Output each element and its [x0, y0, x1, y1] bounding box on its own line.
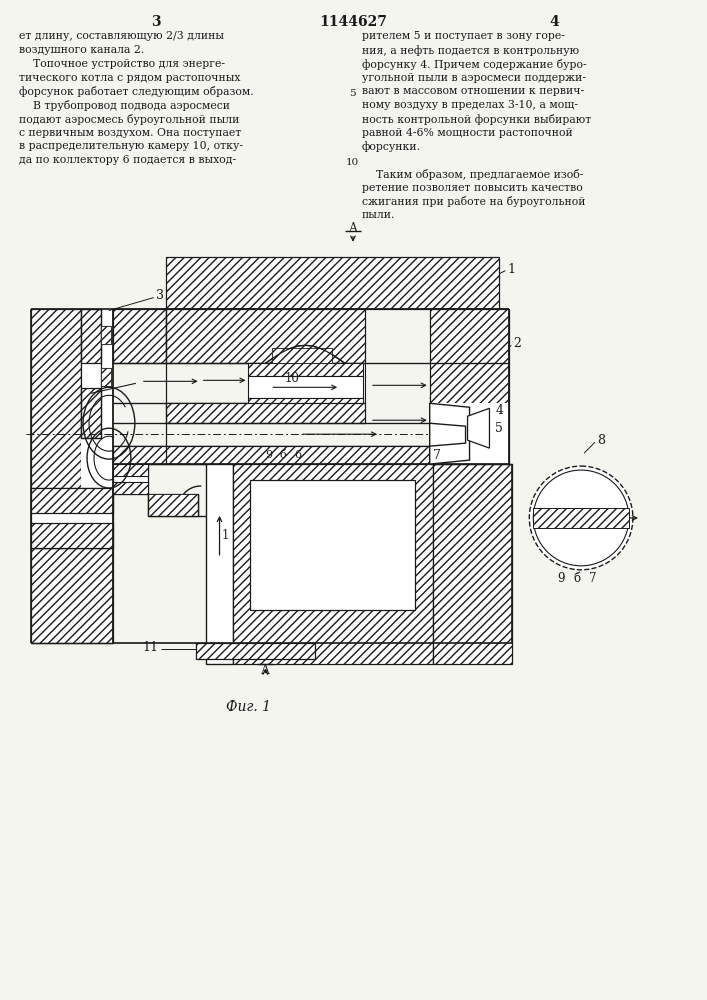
Bar	[113, 309, 165, 363]
Text: рителем 5 и поступает в зону горе-: рителем 5 и поступает в зону горе-	[362, 31, 565, 41]
Text: 10: 10	[346, 158, 358, 167]
Bar	[248, 363, 363, 376]
Bar	[31, 488, 113, 513]
Text: 5: 5	[496, 422, 503, 435]
Bar	[196, 643, 315, 659]
Text: ет длину, составляющую 2/3 длины: ет длину, составляющую 2/3 длины	[19, 31, 224, 41]
Text: форсунок работает следующим образом.: форсунок работает следующим образом.	[19, 86, 254, 97]
Text: В трубопровод подвода аэросмеси: В трубопровод подвода аэросмеси	[19, 100, 230, 111]
Bar	[272, 348, 332, 363]
Bar	[101, 326, 111, 344]
Bar	[31, 523, 113, 548]
Text: форсунки.: форсунки.	[362, 141, 421, 152]
Polygon shape	[467, 408, 489, 448]
Text: вают в массовом отношении к первич-: вают в массовом отношении к первич-	[362, 86, 584, 96]
Text: Топочное устройство для энерге-: Топочное устройство для энерге-	[19, 59, 226, 69]
Polygon shape	[430, 403, 469, 464]
Bar	[433, 464, 513, 664]
Bar	[113, 464, 148, 494]
Text: сжигания при работе на буроугольной: сжигания при работе на буроугольной	[362, 196, 585, 207]
Text: 3: 3	[156, 289, 164, 302]
Circle shape	[533, 470, 629, 566]
Text: угольной пыли в аэросмеси поддержи-: угольной пыли в аэросмеси поддержи-	[362, 73, 586, 83]
Bar	[148, 494, 198, 516]
Text: 10: 10	[284, 372, 299, 385]
Bar	[165, 403, 365, 423]
Text: воздушного канала 2.: воздушного канала 2.	[19, 45, 144, 55]
Text: 5: 5	[349, 89, 356, 98]
Text: форсунку 4. Причем содержание буро-: форсунку 4. Причем содержание буро-	[362, 59, 587, 70]
Circle shape	[530, 466, 633, 570]
Text: равной 4-6% мощности растопочной: равной 4-6% мощности растопочной	[362, 128, 573, 138]
Bar	[81, 309, 113, 548]
Text: 1: 1	[221, 529, 229, 542]
Text: 2: 2	[513, 337, 521, 350]
Bar	[31, 488, 113, 548]
Polygon shape	[430, 423, 465, 446]
Text: б: б	[280, 450, 286, 460]
Text: ному воздуху в пределах 3-10, а мощ-: ному воздуху в пределах 3-10, а мощ-	[362, 100, 578, 110]
Bar	[113, 482, 148, 494]
Text: подают аэросмесь буроугольной пыли: подают аэросмесь буроугольной пыли	[19, 114, 240, 125]
Bar	[248, 398, 363, 408]
Text: тического котла с рядом растопочных: тического котла с рядом растопочных	[19, 73, 241, 83]
Text: 6: 6	[295, 450, 302, 460]
Text: ность контрольной форсунки выбирают: ность контрольной форсунки выбирают	[362, 114, 591, 125]
Bar	[113, 446, 430, 464]
Text: пыли.: пыли.	[362, 210, 395, 220]
Bar	[248, 376, 363, 398]
Bar	[148, 494, 198, 516]
Text: ретение позволяет повысить качество: ретение позволяет повысить качество	[362, 183, 583, 193]
Text: Таким образом, предлагаемое изоб-: Таким образом, предлагаемое изоб-	[362, 169, 583, 180]
Bar	[250, 480, 415, 610]
Bar	[101, 368, 111, 386]
Text: 8: 8	[597, 434, 605, 447]
Bar	[533, 508, 629, 528]
Bar	[165, 257, 499, 309]
Bar	[165, 309, 365, 363]
Text: ния, а нефть подается в контрольную: ния, а нефть подается в контрольную	[362, 45, 579, 56]
Text: 4: 4	[549, 15, 559, 29]
Text: 7: 7	[433, 449, 440, 462]
Bar	[101, 368, 111, 386]
Text: б: б	[573, 572, 580, 585]
Text: Фиг. 1: Фиг. 1	[226, 700, 271, 714]
Bar	[81, 309, 101, 363]
Text: А: А	[261, 664, 270, 677]
Bar	[31, 309, 81, 548]
Text: 11: 11	[143, 641, 159, 654]
Bar	[81, 309, 101, 438]
Bar	[206, 464, 233, 664]
Bar	[31, 548, 113, 643]
Text: с первичным воздухом. Она поступает: с первичным воздухом. Она поступает	[19, 128, 242, 138]
Bar	[430, 403, 509, 466]
Bar	[101, 326, 111, 344]
Text: 1: 1	[508, 263, 515, 276]
Text: да по коллектору 6 подается в выход-: да по коллектору 6 подается в выход-	[19, 155, 236, 165]
Text: 3: 3	[151, 15, 160, 29]
Bar	[430, 309, 509, 466]
Text: 9: 9	[557, 572, 565, 585]
Bar	[233, 464, 433, 664]
Text: 4: 4	[496, 404, 503, 417]
Text: в распределительную камеру 10, отку-: в распределительную камеру 10, отку-	[19, 141, 243, 151]
Text: 7: 7	[590, 572, 597, 585]
Text: 9: 9	[265, 450, 272, 460]
Bar	[81, 388, 101, 438]
Text: 1144627: 1144627	[319, 15, 387, 29]
Bar	[113, 464, 148, 476]
Text: А: А	[349, 222, 358, 235]
